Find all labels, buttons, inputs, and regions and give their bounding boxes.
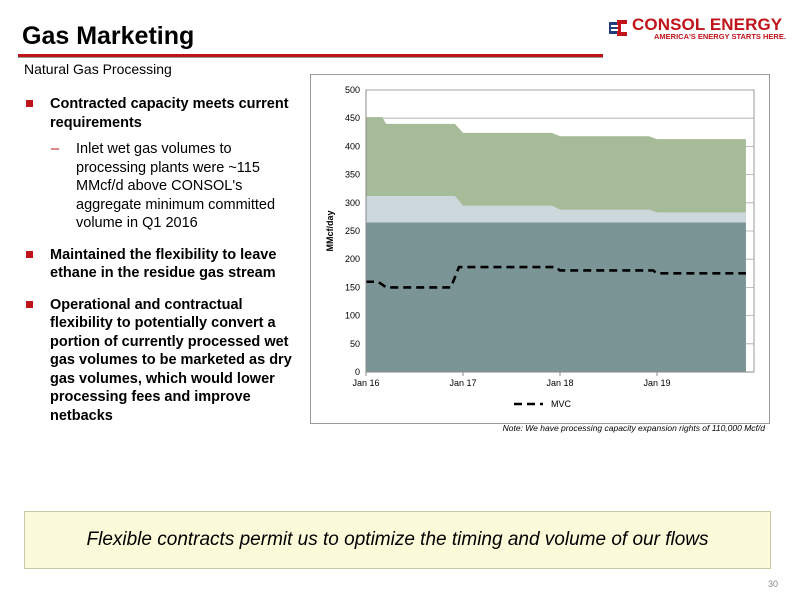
bullet-item: Contracted capacity meets current requir… [24, 95, 292, 132]
sub-bullet-text: Inlet wet gas volumes to processing plan… [76, 141, 276, 231]
y-tick-label: 250 [345, 226, 360, 236]
y-axis-label: MMcf/day [325, 210, 335, 251]
page-title: Gas Marketing [22, 22, 195, 50]
consol-flame-icon [609, 20, 627, 36]
x-tick-label: Jan 19 [643, 378, 670, 388]
mvc-series-line [366, 265, 746, 289]
title-divider-shadow [18, 57, 603, 58]
x-tick-label: Jan 18 [546, 378, 573, 388]
bullet-item: Maintained the flexibility to leave etha… [24, 246, 292, 283]
bullet-list: Contracted capacity meets current requir… [24, 95, 292, 425]
dash-icon: – [51, 141, 60, 157]
y-tick-label: 500 [345, 85, 360, 95]
y-tick-label: 150 [345, 282, 360, 292]
capacity-area-chart: 0 50 100 150 200 250 300 350 400 450 500 Jan 16 Jan … [325, 85, 755, 409]
bullet-square-icon [26, 300, 33, 308]
bullet-text: Contracted capacity meets current requir… [50, 96, 289, 131]
logo-tagline: AMERICA'S ENERGY STARTS HERE. [654, 32, 786, 41]
x-tick-label: Jan 16 [352, 378, 379, 388]
legend-mvc-label: MVC [551, 399, 572, 409]
bullet-item: Operational and contractual flexibility … [24, 296, 292, 426]
company-logo: CONSOL ENERGY AMERICA'S ENERGY STARTS HE… [608, 15, 786, 43]
page-subtitle: Natural Gas Processing [24, 61, 172, 77]
logo-wordmark: CONSOL ENERGY [632, 15, 783, 34]
page-number: 30 [767, 579, 778, 589]
x-tick-label: Jan 17 [449, 378, 476, 388]
y-tick-label: 300 [345, 198, 360, 208]
sub-bullet-item: – Inlet wet gas volumes to processing pl… [24, 140, 292, 233]
chart-footnote: Note: We have processing capacity expans… [502, 423, 765, 433]
title-divider [18, 54, 603, 57]
bullet-text: Maintained the flexibility to leave etha… [50, 246, 277, 282]
bullet-text: Operational and contractual flexibility … [50, 296, 292, 424]
capacity-chart: 0 50 100 150 200 250 300 350 400 450 500 Jan 16 Jan … [310, 74, 770, 424]
bullet-square-icon [26, 250, 33, 258]
y-tick-label: 450 [345, 113, 360, 123]
area-band-1 [366, 222, 746, 372]
y-tick-label: 400 [345, 141, 360, 151]
bullet-square-icon [26, 100, 33, 107]
y-tick-label: 50 [350, 339, 360, 349]
y-tick-label: 0 [355, 367, 360, 377]
callout-text: Flexible contracts permit us to optimize… [86, 529, 709, 550]
y-tick-label: 100 [345, 311, 360, 321]
y-tick-label: 200 [345, 254, 360, 264]
callout-banner: Flexible contracts permit us to optimize… [24, 511, 771, 569]
y-tick-label: 350 [345, 170, 360, 180]
